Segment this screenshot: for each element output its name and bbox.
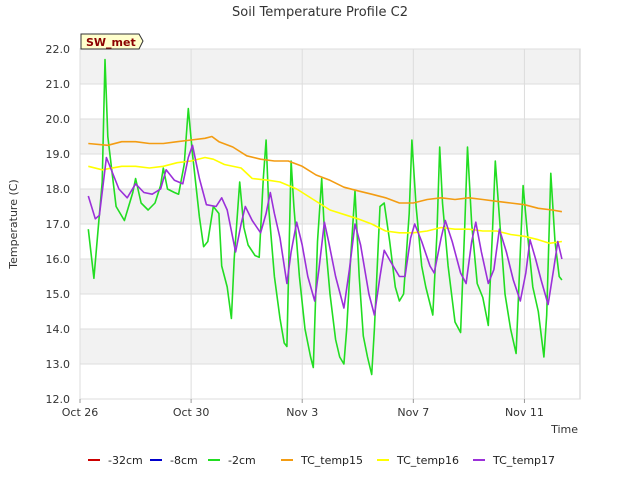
y-axis-label: Temperature (C)	[7, 179, 20, 269]
x-tick-label: Nov 3	[286, 406, 318, 419]
y-tick-label: 20.0	[46, 113, 71, 126]
y-tick-label: 13.0	[46, 358, 71, 371]
y-axis: 12.0 13.0 14.0 15.0 16.0 17.0 18.0 19.0 20.0 21.0…	[46, 43, 71, 406]
series-line-tc-temp16	[88, 156, 563, 245]
legend-label: TC_temp16	[396, 454, 459, 467]
series-line-tc-temp17	[87, 144, 563, 316]
legend-label: -8cm	[170, 454, 198, 467]
x-tick-label: Oct 26	[62, 406, 99, 419]
y-tick-label: 22.0	[46, 43, 71, 56]
legend: -32cm -8cm -2cm TC_temp15 TC_temp16 TC_temp17	[88, 454, 555, 467]
chart-title: Soil Temperature Profile C2	[232, 5, 408, 20]
x-axis: Oct 26 Oct 30 Nov 3 Nov 7 Nov 11	[62, 399, 544, 419]
legend-label: -2cm	[228, 454, 256, 467]
grid-band	[80, 329, 580, 364]
sw-met-badge: SW_met	[80, 33, 144, 50]
legend-label: TC_temp17	[492, 454, 555, 467]
y-tick-label: 16.0	[46, 253, 71, 266]
grid-band	[80, 189, 580, 224]
badge-label: SW_met	[86, 36, 136, 49]
y-tick-label: 21.0	[46, 78, 71, 91]
series-lines	[87, 58, 563, 376]
series-line--2cm	[87, 58, 563, 376]
legend-label: -32cm	[108, 454, 143, 467]
x-tick-label: Oct 30	[173, 406, 210, 419]
y-tick-label: 14.0	[46, 323, 71, 336]
x-axis-label: Time	[550, 423, 578, 436]
badge-shape	[80, 33, 144, 50]
grid-band	[80, 49, 580, 84]
y-tick-label: 12.0	[46, 393, 71, 406]
y-tick-label: 15.0	[46, 288, 71, 301]
y-tick-label: 17.0	[46, 218, 71, 231]
series-line-tc-temp15	[88, 135, 563, 213]
plot-bands	[80, 49, 580, 364]
grid-band	[80, 119, 580, 154]
legend-label: TC_temp15	[300, 454, 363, 467]
y-tick-label: 19.0	[46, 148, 71, 161]
x-tick-label: Nov 7	[397, 406, 429, 419]
y-tick-label: 18.0	[46, 183, 71, 196]
x-tick-label: Nov 11	[505, 406, 544, 419]
